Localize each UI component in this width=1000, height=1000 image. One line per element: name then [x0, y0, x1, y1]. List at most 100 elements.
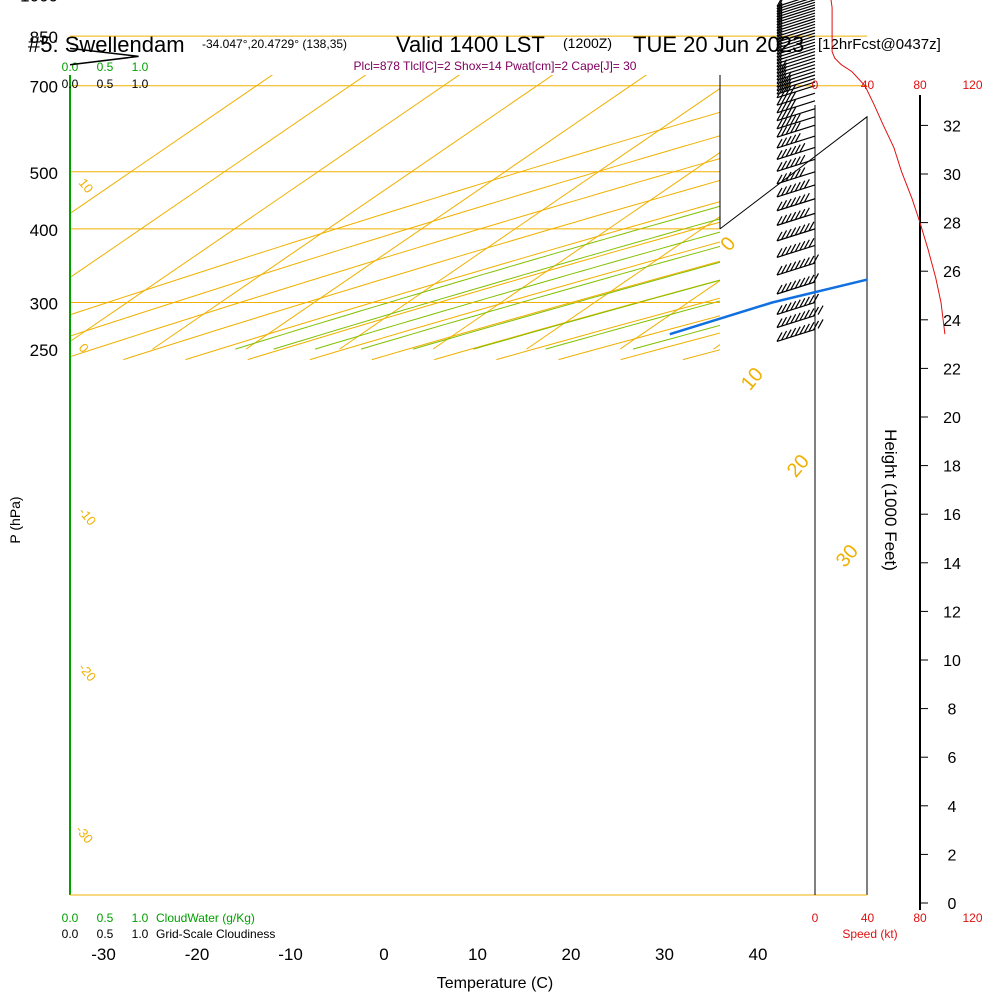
x-tick-label: 30 — [655, 945, 674, 964]
frame-right-lower — [719, 115, 868, 895]
barb-flag — [790, 327, 797, 338]
speed-tick-bottom: 120 — [962, 911, 982, 925]
barb-flag — [776, 60, 783, 71]
barb-flag — [776, 10, 783, 20]
pressure-tick-label: 300 — [30, 294, 58, 313]
speed-tick-top: 0 — [812, 78, 819, 92]
wind-barb — [776, 12, 816, 26]
height-tick-label: 30 — [943, 167, 961, 184]
wind-barb — [776, 305, 824, 329]
wind-barb — [776, 35, 816, 49]
barb-flag — [785, 116, 792, 127]
barb-flag — [776, 0, 783, 10]
wind-barb — [776, 15, 816, 29]
barb-flag — [803, 257, 810, 267]
barb-flag — [776, 150, 783, 160]
barb-staff — [776, 108, 816, 122]
barb-flag — [790, 170, 797, 180]
barb-flag — [776, 21, 783, 31]
cloudiness-tick-top: 1.0 — [132, 77, 149, 91]
isobar-lines: 2503004005007008501000 — [20, 0, 867, 360]
speed-tick-bottom: 40 — [861, 911, 875, 925]
height-tick-label: 32 — [943, 118, 961, 135]
wind-barb — [776, 84, 816, 99]
height-tick-label: 2 — [948, 847, 957, 864]
height-tick-label: 0 — [948, 896, 957, 913]
wind-barbs — [776, 0, 824, 342]
cloudiness-tick-top: 0.5 — [97, 77, 114, 91]
barb-flag — [776, 70, 783, 81]
barb-flag — [776, 127, 783, 138]
cloudwater-tick-top: 0.5 — [97, 60, 114, 74]
barb-flag — [776, 67, 783, 77]
barb-flag — [776, 77, 783, 88]
wind-barb — [776, 113, 816, 130]
barb-flag — [799, 180, 806, 191]
x-tick-label: -30 — [91, 945, 116, 964]
barb-flag — [776, 51, 783, 61]
barb-flag — [808, 221, 815, 232]
barb-flag — [803, 239, 810, 250]
wind-barb — [776, 273, 820, 295]
dry-adiabat-label: 10 — [76, 175, 97, 196]
barb-staff — [776, 18, 816, 32]
barb-flag — [785, 315, 792, 326]
barb-flag — [790, 84, 797, 94]
barb-flag — [812, 306, 820, 317]
speed-tick-bottom: 80 — [913, 911, 927, 925]
barb-flag — [794, 225, 801, 236]
barb-staff — [776, 23, 816, 37]
barb-flag — [776, 231, 783, 242]
barb-flag — [799, 324, 806, 335]
barb-flag — [781, 69, 788, 79]
wind-barb — [776, 0, 808, 10]
barb-flag — [781, 148, 788, 159]
barb-staff — [776, 4, 816, 18]
barb-flag — [776, 111, 783, 121]
barb-staff — [776, 35, 816, 49]
cloudiness-tick-bottom: 0.0 — [62, 927, 79, 941]
barb-flag — [794, 168, 801, 179]
height-tick-label: 20 — [943, 410, 961, 427]
barb-staff — [776, 0, 808, 10]
cloudwater-tick-bottom: 0.0 — [62, 911, 79, 925]
wind-barb — [776, 57, 816, 71]
cloud-profile: 0.0 0.0 0.0 0.0 0.5 0.5 0.5 0.5 1.0 1.0 1.0 1.0 — [62, 47, 149, 941]
wind-barb — [776, 133, 816, 149]
barb-flag — [781, 160, 788, 171]
barb-flag — [790, 145, 797, 156]
barb-flag — [790, 107, 797, 117]
barb-flag — [785, 81, 792, 92]
wind-barb — [776, 7, 816, 21]
barb-flag — [781, 173, 788, 183]
dry-adiabat — [807, 0, 1000, 360]
barb-flag — [794, 210, 801, 220]
wind-barb — [776, 319, 824, 342]
barb-flag — [781, 126, 788, 137]
wind-barb — [776, 142, 816, 160]
barb-flag — [790, 99, 797, 109]
wind-barb — [776, 107, 816, 122]
barb-flag — [799, 311, 806, 321]
barb-staff — [776, 51, 816, 65]
utc-time: (1200Z) — [563, 35, 612, 51]
wind-barb — [776, 238, 816, 258]
barb-flag — [781, 59, 788, 69]
barb-flag — [790, 115, 797, 125]
pressure-tick-label: 1000 — [20, 0, 58, 5]
barb-flag — [812, 273, 820, 283]
barb-staff — [776, 12, 816, 26]
height-axis-title: Height (1000 Feet) — [881, 429, 900, 571]
moist-adiabat-lines — [235, 205, 720, 350]
cloudiness-tick-bottom: 0.5 — [97, 927, 114, 941]
height-tick-label: 10 — [943, 653, 961, 670]
barb-flag — [790, 197, 797, 207]
barb-flag — [776, 216, 783, 226]
wind-barb — [776, 122, 816, 138]
barb-flag — [799, 142, 806, 153]
x-tick-label: 10 — [468, 945, 487, 964]
barb-flag — [776, 88, 783, 99]
isotherm-label: 30 — [832, 541, 863, 572]
barb-flag — [785, 92, 792, 103]
wind-barb — [776, 20, 816, 35]
